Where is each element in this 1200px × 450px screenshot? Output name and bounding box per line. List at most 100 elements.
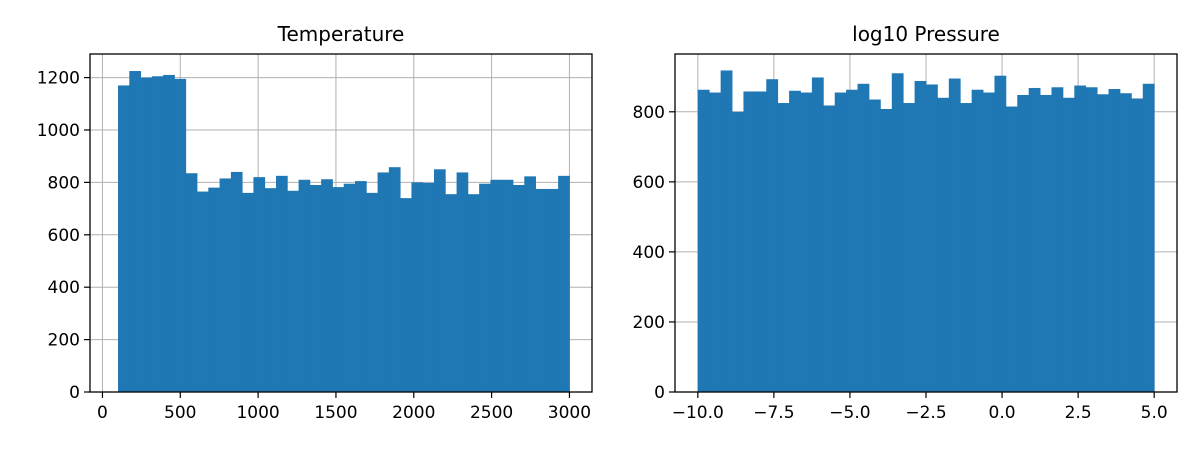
pressure-histogram-bar	[1085, 87, 1098, 393]
pressure-histogram-bar	[891, 73, 904, 392]
pressure-histogram-bar	[766, 79, 779, 392]
pressure-histogram-bar	[697, 89, 710, 392]
pressure-histogram-bar	[1017, 94, 1030, 392]
pressure-histogram-bar	[811, 77, 824, 393]
temperature-histogram-bar	[332, 187, 345, 392]
temperature-histogram-bar	[467, 194, 480, 392]
temperature-y-tick-label: 800	[48, 173, 80, 193]
temperature-histogram-bar	[151, 76, 164, 393]
pressure-histogram-bar	[960, 103, 973, 393]
temperature-bars	[118, 71, 570, 393]
pressure-histogram-bar	[1131, 98, 1144, 392]
temperature-histogram-bar	[400, 198, 412, 392]
pressure-histogram-bar	[732, 111, 744, 392]
pressure-x-tick-label: 0.0	[989, 403, 1016, 423]
pressure-histogram-bar	[857, 83, 870, 392]
temperature-histogram-bar	[546, 188, 559, 392]
pressure-histogram-bar	[800, 92, 813, 392]
pressure-bars	[697, 70, 1155, 393]
pressure-panel: −10.0 −7.5 −5.0 −2.5 0.0 2.5 5.0 0 200 400 600 800…	[633, 22, 1178, 423]
pressure-y-tick-label: 0	[654, 383, 665, 403]
pressure-histogram-bar	[743, 91, 756, 392]
temperature-x-tick-label: 3000	[548, 403, 591, 423]
temperature-panel: 0 500 1000 1500 2000 2500 3000 0 200 400 600 800 10…	[37, 22, 593, 423]
temperature-y-tick-label: 200	[48, 331, 80, 351]
temperature-y-tick-label: 600	[48, 226, 80, 246]
pressure-histogram-bar	[868, 99, 881, 392]
temperature-y-tick-label: 0	[69, 383, 80, 403]
temperature-histogram-bar	[355, 181, 367, 392]
pressure-title: log10 Pressure	[852, 22, 1000, 46]
pressure-histogram-bar	[994, 75, 1007, 392]
pressure-histogram-bar	[914, 80, 927, 393]
temperature-histogram-bar	[309, 185, 322, 392]
pressure-histogram-bar	[1040, 94, 1052, 392]
pressure-histogram-bar	[1119, 93, 1132, 393]
temperature-histogram-bar	[456, 172, 469, 392]
temperature-histogram-bar	[524, 176, 536, 392]
pressure-y-tick-label: 800	[633, 103, 665, 123]
temperature-histogram-bar	[490, 179, 503, 392]
pressure-histogram-bar	[1108, 89, 1121, 392]
temperature-histogram-bar	[253, 177, 266, 392]
temperature-histogram-bar	[343, 183, 356, 392]
pressure-histogram-bar	[720, 70, 733, 393]
temperature-histogram-bar	[321, 179, 333, 392]
temperature-y-tick-label: 1200	[37, 69, 80, 89]
pressure-histogram-bar	[754, 91, 767, 392]
temperature-histogram-bar	[366, 192, 378, 392]
pressure-x-tick-label: −5.0	[829, 403, 870, 423]
temperature-x-tick-label: 2000	[392, 403, 435, 423]
temperature-histogram-bar	[422, 182, 435, 392]
pressure-histogram-bar	[789, 90, 801, 393]
temperature-title: Temperature	[277, 22, 405, 46]
temperature-histogram-bar	[377, 172, 390, 392]
pressure-histogram-bar	[1005, 106, 1018, 393]
pressure-x-ticks: −10.0 −7.5 −5.0 −2.5 0.0 2.5 5.0	[672, 392, 1168, 423]
temperature-histogram-bar	[264, 188, 277, 392]
temperature-y-tick-label: 1000	[37, 121, 80, 141]
pressure-histogram-bar	[1142, 83, 1155, 392]
pressure-histogram-bar	[1097, 94, 1109, 393]
temperature-histogram-bar	[298, 179, 311, 392]
temperature-histogram-bar	[129, 71, 141, 392]
pressure-x-tick-label: −7.5	[753, 403, 794, 423]
pressure-histogram-bar	[903, 103, 915, 393]
temperature-axes-frame	[89, 53, 593, 393]
pressure-histogram-bar	[948, 78, 961, 393]
pressure-histogram-bar	[834, 92, 847, 392]
temperature-histogram-bar	[118, 85, 130, 392]
temperature-histogram-bar	[140, 77, 153, 393]
pressure-histogram-bar	[1028, 87, 1041, 392]
temperature-x-tick-label: 0	[97, 403, 108, 423]
pressure-histogram-bar	[926, 84, 938, 393]
temperature-histogram-bar	[174, 78, 187, 392]
pressure-y-tick-label: 600	[633, 173, 665, 193]
pressure-histogram-bar	[971, 89, 984, 392]
pressure-histogram-bar	[1051, 87, 1064, 393]
temperature-y-ticks: 0 200 400 600 800 1000 1200	[37, 69, 90, 403]
pressure-histogram-bar	[823, 105, 836, 392]
pressure-histogram-bar	[983, 92, 995, 392]
temperature-histogram-bar	[242, 192, 254, 392]
temperature-histogram-bar	[163, 74, 175, 392]
pressure-x-tick-label: 2.5	[1065, 403, 1092, 423]
pressure-histogram-bar	[937, 97, 950, 393]
pressure-x-tick-label: 5.0	[1141, 403, 1168, 423]
temperature-histogram-bar	[276, 175, 288, 392]
pressure-histogram-bar	[1074, 85, 1087, 392]
temperature-histogram-bar	[208, 187, 220, 392]
temperature-histogram-bar	[219, 178, 232, 392]
temperature-x-tick-label: 2500	[470, 403, 513, 423]
temperature-histogram-bar	[388, 167, 401, 392]
temperature-histogram-bar	[513, 185, 525, 392]
pressure-y-tick-label: 400	[633, 243, 665, 263]
temperature-x-tick-label: 1500	[314, 403, 357, 423]
temperature-histogram-bar	[411, 182, 424, 392]
temperature-x-tick-label: 500	[164, 403, 196, 423]
pressure-histogram-bar	[1062, 97, 1075, 393]
temperature-histogram-bar	[445, 194, 457, 392]
pressure-y-ticks: 0 200 400 600 800	[633, 103, 675, 403]
temperature-histogram-bar	[185, 173, 198, 392]
pressure-y-tick-label: 200	[633, 313, 665, 333]
